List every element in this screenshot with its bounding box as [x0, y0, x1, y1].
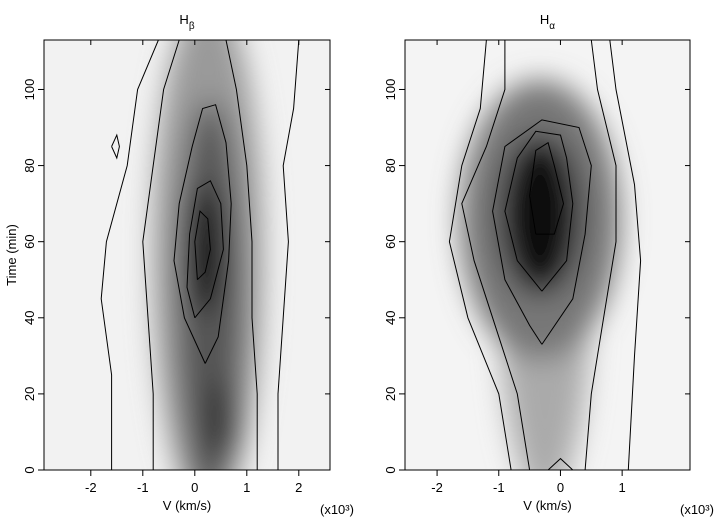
y-tick-label: 60 — [383, 234, 398, 248]
y-tick-label: 80 — [383, 158, 398, 172]
contour-line — [609, 40, 642, 470]
x-tick-label: -1 — [137, 480, 149, 495]
title-main: H — [179, 12, 188, 27]
y-tick-label: 0 — [383, 466, 398, 473]
contour-line — [584, 40, 617, 470]
y-axis-label: Time (min) — [4, 224, 19, 286]
contour-line — [225, 40, 258, 470]
panel-title: Hβ — [179, 12, 194, 32]
y-tick-label: 100 — [383, 79, 398, 101]
x-tick-label: -1 — [493, 480, 505, 495]
y-tick-label: 80 — [22, 158, 37, 172]
contour-line — [492, 119, 592, 345]
contour-line — [448, 40, 512, 470]
x-tick-label: 0 — [557, 480, 564, 495]
title-subscript: β — [189, 21, 195, 32]
y-tick-label: 40 — [22, 311, 37, 325]
y-tick-label: 60 — [22, 234, 37, 248]
x-tick-label: 2 — [295, 480, 302, 495]
y-tick-label: 100 — [22, 79, 37, 101]
y-tick-label: 20 — [22, 387, 37, 401]
panel-title: Hα — [540, 12, 555, 32]
intensity-image — [405, 40, 690, 470]
contour-line — [100, 40, 159, 470]
x-tick-label: 1 — [619, 480, 626, 495]
contour-line — [111, 133, 120, 160]
y-tick-label: 0 — [22, 466, 37, 473]
x-axis-label: V (km/s) — [523, 498, 571, 513]
intensity-image — [44, 40, 330, 470]
y-tick-label: 20 — [383, 387, 398, 401]
contour-line — [277, 40, 300, 470]
contour-line — [504, 130, 574, 292]
x-multiplier: (x10³) — [680, 502, 714, 517]
contour-line — [547, 457, 574, 470]
contour-line — [529, 141, 565, 235]
x-tick-label: -2 — [85, 480, 97, 495]
x-tick-label: 0 — [191, 480, 198, 495]
title-main: H — [540, 12, 549, 27]
plot-frame — [43, 39, 331, 471]
contour-line — [461, 40, 531, 470]
x-multiplier: (x10³) — [320, 502, 354, 517]
plot-frame — [404, 39, 691, 471]
x-axis-label: V (km/s) — [163, 498, 211, 513]
contours — [448, 40, 642, 470]
contour-line — [173, 104, 232, 364]
contours — [100, 40, 300, 470]
contour-line — [142, 40, 180, 470]
contour-line — [186, 180, 224, 319]
x-tick-label: 1 — [243, 480, 250, 495]
y-tick-label: 40 — [383, 311, 398, 325]
x-tick-label: -2 — [431, 480, 443, 495]
contour-line — [194, 210, 211, 281]
title-subscript: α — [549, 21, 555, 32]
